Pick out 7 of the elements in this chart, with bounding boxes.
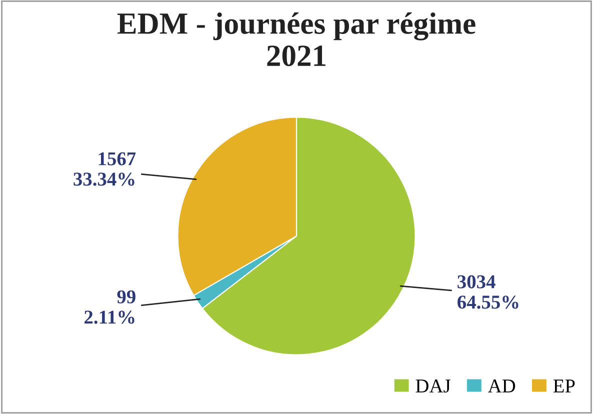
legend-label: DAJ [416, 380, 450, 393]
legend-label: AD [488, 380, 516, 392]
legend-label: EP [553, 380, 575, 392]
data-label: 3034 64.55% [458, 275, 518, 309]
chart-title: EDM - journées par régime 2021 [117, 12, 476, 66]
data-label: 99 2.11% [84, 290, 136, 324]
data-label: 1567 33.34% [74, 152, 136, 186]
